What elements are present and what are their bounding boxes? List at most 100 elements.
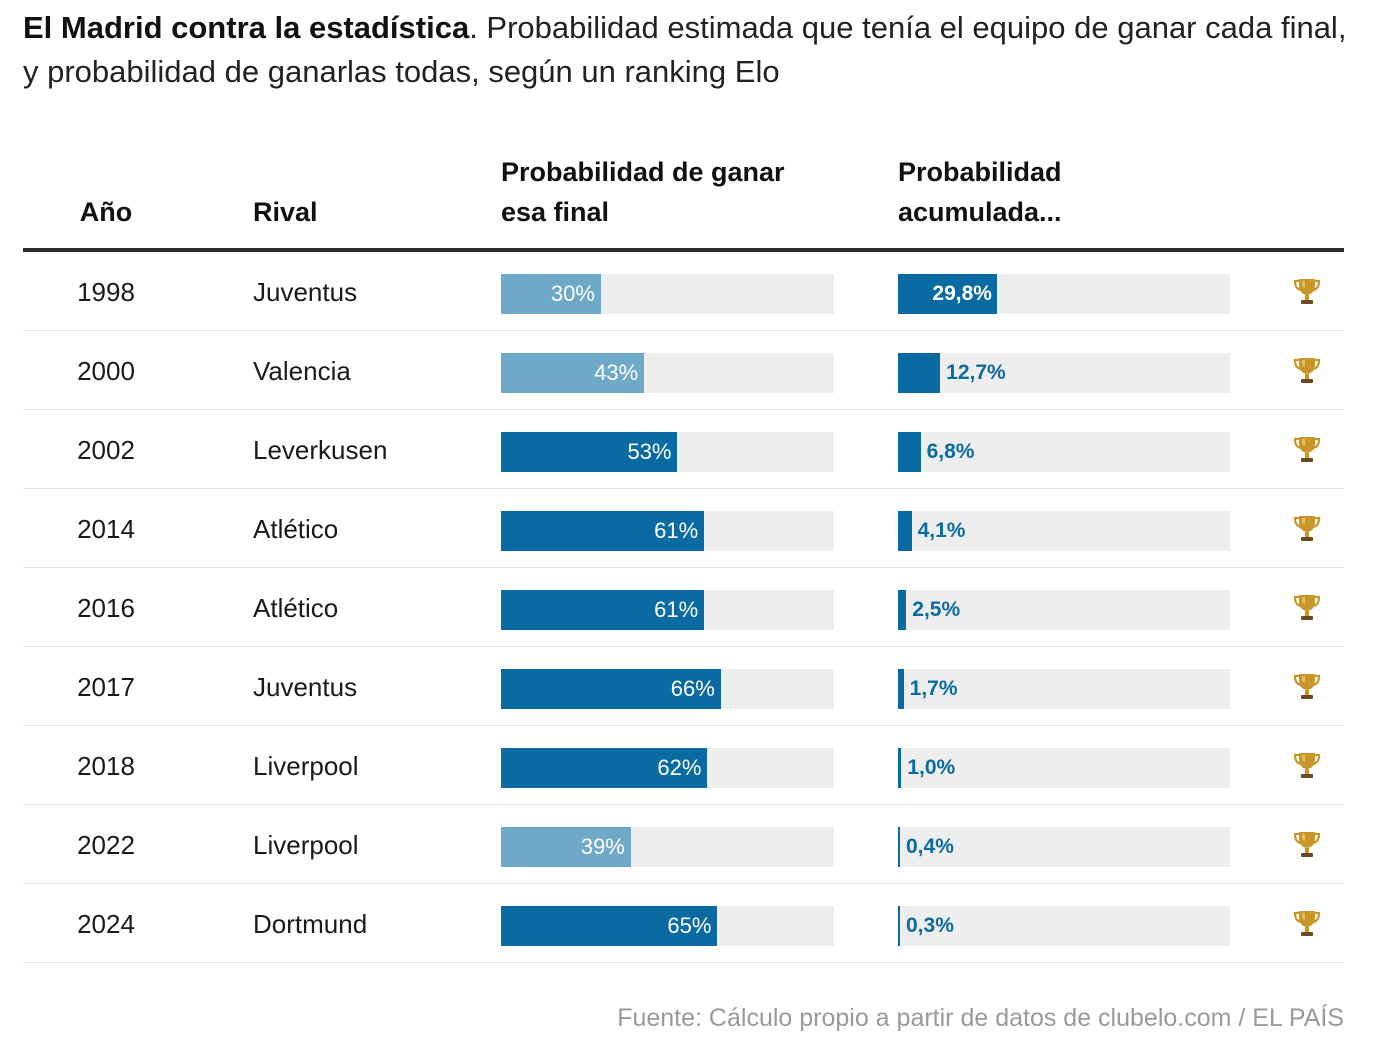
prob-bar [501, 590, 705, 630]
prob-bar-track: 61% [501, 511, 834, 551]
prob-label: 65% [667, 913, 712, 938]
chart-title-rest: . Probabilidad estimada que tenía el equ… [23, 10, 1347, 89]
table-row: 2000 Valencia 43% 12,7% [23, 331, 1344, 410]
chart-title: El Madrid contra la estadística. Probabi… [23, 6, 1353, 94]
rival-cell: Valencia [253, 356, 351, 386]
header-year: Año [79, 197, 133, 227]
trophy-icon [1293, 750, 1321, 780]
trophy-icon [1293, 592, 1321, 622]
cum-label: 0,3% [906, 914, 954, 937]
prob-label: 30% [550, 281, 595, 306]
cum-bar [898, 669, 904, 709]
rival-cell: Juventus [253, 672, 358, 702]
prob-bar-track: 43% [501, 353, 834, 393]
table-row: 2022 Liverpool 39% 0,4% [23, 805, 1344, 884]
prob-bar-track: 65% [501, 906, 834, 946]
header-prob: Probabilidad de ganar esa final [501, 152, 785, 232]
trophy-icon [1293, 355, 1321, 385]
cum-label: 1,0% [907, 756, 956, 779]
year-cell: 2000 [77, 356, 135, 386]
row-divider [23, 409, 1344, 410]
prob-label: 53% [627, 439, 672, 464]
prob-bar-track: 61% [501, 590, 834, 630]
trophy-icon [1293, 908, 1321, 938]
year-cell: 2022 [77, 830, 135, 860]
year-cell: 2016 [77, 593, 135, 623]
trophy-icon [1293, 829, 1321, 859]
table-row: 2002 Leverkusen 53% 6,8% [23, 410, 1344, 489]
prob-bar [501, 748, 708, 788]
prob-bar [501, 274, 601, 314]
trophy-icon [1293, 513, 1321, 543]
cum-bar [898, 748, 902, 788]
header-cum: Probabilidad acumulada... [898, 152, 1062, 232]
cum-bar-track: 1,7% [898, 669, 1230, 709]
year-cell: 1998 [77, 277, 135, 307]
cum-label: 12,7% [946, 361, 1006, 384]
cum-label: 6,8% [926, 440, 975, 463]
prob-bar [501, 353, 645, 393]
prob-bar-track: 30% [501, 274, 834, 314]
cum-label: 2,5% [912, 598, 961, 621]
cum-label: 0,4% [906, 835, 954, 858]
rival-cell: Liverpool [253, 751, 359, 781]
cum-label: 29,8% [932, 282, 992, 305]
row-divider [23, 488, 1344, 489]
prob-bar-track: 62% [501, 748, 834, 788]
cum-bar [898, 511, 912, 551]
prob-label: 43% [594, 360, 639, 385]
cum-bar [898, 827, 900, 867]
prob-label: 39% [580, 834, 625, 859]
cum-bar-track: 0,3% [898, 906, 1230, 946]
prob-bar-track: 66% [501, 669, 834, 709]
prob-bar-track: 39% [501, 827, 834, 867]
row-divider [23, 330, 1344, 331]
table-row: 1998 Juventus 30% 29,8% [23, 252, 1344, 331]
cum-bar-track: 4,1% [898, 511, 1230, 551]
header-cum-line2: acumulada... [898, 197, 1062, 227]
cum-bar [898, 590, 907, 630]
cum-bar-track: 1,0% [898, 748, 1230, 788]
prob-bar [501, 827, 631, 867]
row-divider [23, 804, 1344, 805]
row-divider [23, 962, 1344, 963]
rival-cell: Dortmund [253, 909, 368, 939]
header-rival: Rival [253, 197, 318, 227]
row-divider [23, 567, 1344, 568]
row-divider [23, 646, 1344, 647]
chart-title-bold: El Madrid contra la estadística [23, 10, 470, 45]
table-row: 2024 Dortmund 65% 0,3% [23, 884, 1344, 963]
table-row: 2017 Juventus 66% 1,7% [23, 647, 1344, 726]
cum-bar-track: 12,7% [898, 353, 1230, 393]
prob-bar [501, 511, 705, 551]
prob-label: 62% [657, 755, 702, 780]
prob-bar [501, 432, 678, 472]
table-row: 2014 Atlético 61% 4,1% [23, 489, 1344, 568]
cum-label: 1,7% [909, 677, 958, 700]
rival-cell: Atlético [253, 593, 339, 623]
header-prob-line1: Probabilidad de ganar [501, 157, 785, 187]
year-cell: 2017 [77, 672, 135, 702]
prob-bar [501, 669, 721, 709]
trophy-icon [1293, 434, 1321, 464]
cum-bar [898, 353, 941, 393]
header-divider [23, 248, 1344, 252]
table-row: 2016 Atlético 61% 2,5% [23, 568, 1344, 647]
trophy-icon [1293, 671, 1321, 701]
year-cell: 2018 [77, 751, 135, 781]
rival-cell: Juventus [253, 277, 358, 307]
year-cell: 2002 [77, 435, 135, 465]
year-cell: 2024 [77, 909, 135, 939]
cum-label: 4,1% [917, 519, 966, 542]
rival-cell: Atlético [253, 514, 339, 544]
header-cum-line1: Probabilidad [898, 157, 1062, 187]
cum-bar-track: 2,5% [898, 590, 1230, 630]
rival-cell: Liverpool [253, 830, 359, 860]
cum-bar-track: 0,4% [898, 827, 1230, 867]
prob-label: 66% [670, 676, 715, 701]
prob-bar [501, 906, 718, 946]
prob-label: 61% [654, 597, 699, 622]
prob-bar-track: 53% [501, 432, 834, 472]
header-prob-line2: esa final [501, 197, 610, 227]
source-note: Fuente: Cálculo propio a partir de datos… [617, 1004, 1344, 1032]
